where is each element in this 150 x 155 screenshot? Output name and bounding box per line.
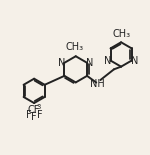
Text: CH₃: CH₃: [112, 29, 130, 39]
Text: N: N: [104, 55, 112, 66]
Text: CF: CF: [27, 104, 40, 115]
Text: NH: NH: [90, 79, 104, 89]
Text: N: N: [131, 55, 138, 66]
Text: CH₃: CH₃: [66, 42, 84, 52]
Text: F: F: [37, 110, 43, 120]
Text: F: F: [31, 112, 37, 122]
Text: N: N: [58, 58, 65, 68]
Text: N: N: [86, 58, 93, 68]
Text: 3: 3: [36, 104, 41, 110]
Text: F: F: [26, 110, 31, 120]
